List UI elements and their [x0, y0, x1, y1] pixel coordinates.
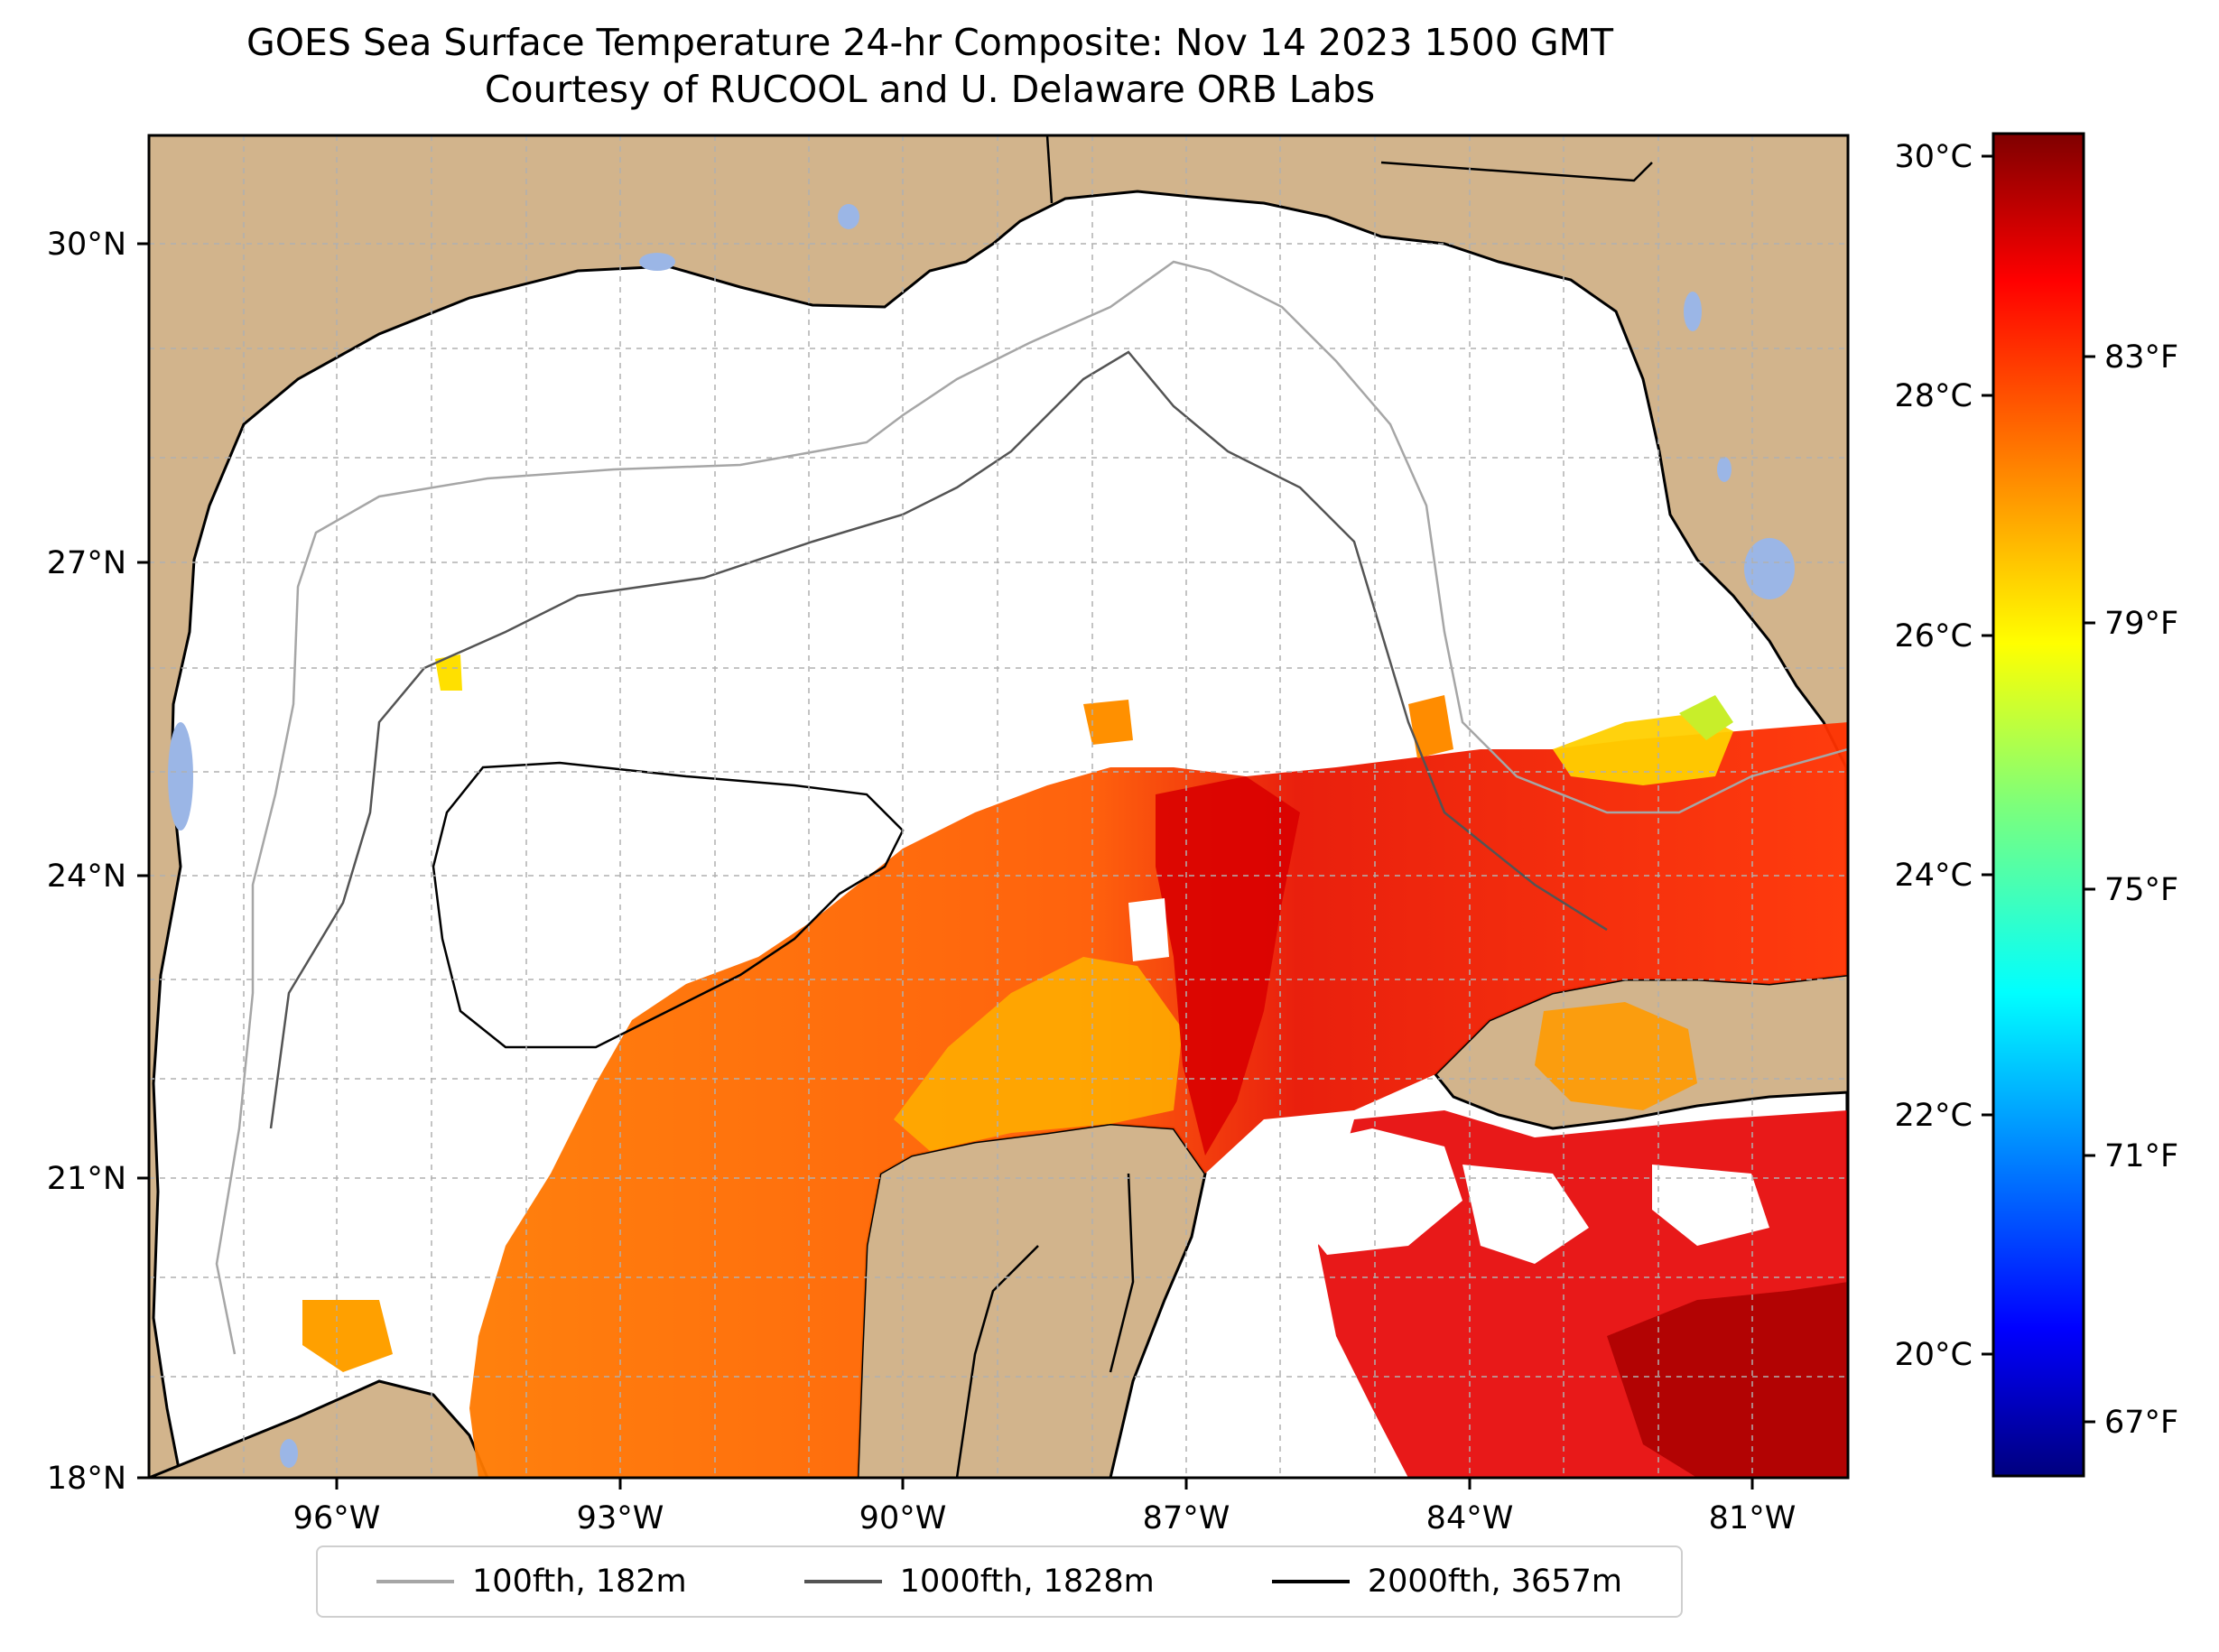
axis-ticks	[137, 242, 1754, 1490]
colorbar-c-28: 28°C	[1895, 378, 1973, 414]
legend-line-2000fth	[1271, 1580, 1350, 1583]
contour-legend: 100fth, 182m 1000fth, 1828m 2000fth, 365…	[316, 1545, 1683, 1618]
map-title: GOES Sea Surface Temperature 24-hr Compo…	[246, 21, 1614, 64]
contour-2000fth	[432, 761, 905, 1049]
lon-label-90: 90°W	[859, 1500, 947, 1536]
legend-item-100fth: 100fth, 182m	[376, 1564, 687, 1600]
map-area	[149, 135, 1848, 1478]
mexico-south-land	[149, 1379, 489, 1478]
legend-item-1000fth: 1000fth, 1828m	[803, 1564, 1155, 1600]
lon-label-81: 81°W	[1709, 1500, 1797, 1536]
lat-label-21: 21°N	[47, 1161, 126, 1197]
legend-label-100fth: 100fth, 182m	[472, 1564, 687, 1600]
lon-label-84: 84°W	[1426, 1500, 1514, 1536]
colorbar-c-22: 22°C	[1895, 1098, 1973, 1134]
map-subtitle: Courtesy of RUCOOL and U. Delaware ORB L…	[484, 68, 1376, 111]
colorbar-gradient	[1992, 132, 2085, 1478]
map-frame	[147, 134, 1850, 1480]
colorbar-c-20: 20°C	[1895, 1337, 1973, 1373]
cloud-gaps	[1128, 898, 1769, 1478]
legend-item-2000fth: 2000fth, 3657m	[1271, 1564, 1622, 1600]
legend-label-1000fth: 1000fth, 1828m	[899, 1564, 1155, 1600]
colorbar-c-26: 26°C	[1895, 618, 1973, 654]
political-boundaries	[955, 135, 1653, 1478]
colorbar-f-83: 83°F	[2104, 339, 2178, 376]
colorbar: 30°C 28°C 26°C 24°C 22°C 20°C 83°F 79°F …	[1895, 132, 2178, 1478]
legend-line-1000fth	[803, 1580, 882, 1583]
lat-label-18: 18°N	[47, 1461, 126, 1497]
legend-line-100fth	[376, 1580, 455, 1583]
bathymetry-contours	[215, 260, 1848, 1355]
colorbar-f-71: 71°F	[2104, 1138, 2178, 1174]
graticule	[149, 135, 1848, 1478]
lakes	[168, 204, 1795, 1468]
lat-label-30: 30°N	[47, 227, 126, 263]
colorbar-c-30: 30°C	[1895, 139, 1973, 175]
colorbar-f-67: 67°F	[2104, 1405, 2178, 1441]
colorbar-c-24: 24°C	[1895, 858, 1973, 894]
legend-label-2000fth: 2000fth, 3657m	[1367, 1564, 1622, 1600]
lon-label-93: 93°W	[577, 1500, 664, 1536]
colorbar-f-75: 75°F	[2104, 872, 2178, 908]
lon-label-96: 96°W	[293, 1500, 381, 1536]
contour-100fth	[215, 260, 1848, 1355]
contour-1000fth	[269, 350, 1608, 1129]
colorbar-f-79: 79°F	[2104, 606, 2178, 642]
lon-label-87: 87°W	[1143, 1500, 1230, 1536]
lat-label-27: 27°N	[47, 545, 126, 581]
lat-label-24: 24°N	[47, 858, 126, 895]
